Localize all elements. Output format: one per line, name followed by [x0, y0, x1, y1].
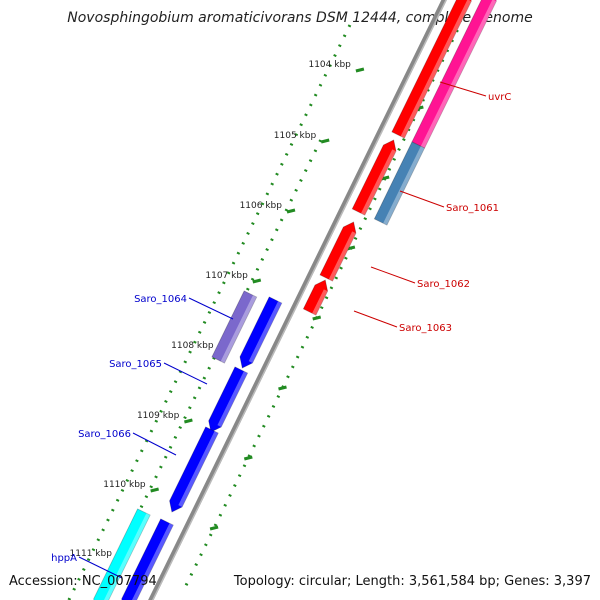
label-leader-line [439, 81, 487, 97]
scale-tick [312, 315, 322, 321]
dotted-guides [67, 24, 459, 600]
gene-saro-1064 [211, 290, 258, 364]
scale-tick [150, 487, 160, 493]
scale-tick-label: 1109 kbp [137, 411, 180, 421]
gene-labels: uvrC Saro_1061 Saro_1062 Saro_1063 Saro_1064… [51, 81, 511, 579]
scale-tick-label: 1107 kbp [205, 271, 248, 281]
scale-tick [320, 138, 330, 144]
scale-tick-label: 1108 kbp [171, 341, 214, 351]
gene-label: Saro_1065 [109, 359, 162, 370]
gene-label: Saro_1062 [417, 279, 470, 290]
map-title: Novosphingobium aromaticivorans DSM 1244… [67, 10, 533, 26]
cds-reverse-uvrC [391, 0, 472, 139]
scale-tick [286, 208, 296, 214]
scale-tick [243, 455, 253, 461]
gene-label: Saro_1061 [446, 203, 499, 214]
cds-forward-b [121, 518, 174, 600]
dotted-guide-line [67, 24, 352, 600]
cds-reverse-saro-1061 [351, 139, 397, 216]
label-leader-line [132, 432, 177, 456]
cds-forward-a [169, 426, 219, 513]
scale-tick [184, 418, 193, 424]
scale-tick-label: 1110 kbp [103, 480, 146, 490]
scale-tick [355, 67, 365, 73]
label-leader-line [353, 310, 398, 328]
scale-tick-label: 1106 kbp [240, 201, 283, 211]
gene-label: Saro_1064 [134, 294, 187, 305]
gene-label: Saro_1066 [78, 429, 131, 440]
scale-tick-label: 1105 kbp [274, 131, 317, 141]
backbone [148, 0, 447, 600]
gene-label: Saro_1063 [399, 323, 452, 334]
label-leader-line [370, 266, 416, 284]
label-leader-line [163, 362, 208, 385]
scale-tick-label: 1111 kbp [70, 549, 113, 559]
gene-label: uvrC [488, 92, 511, 103]
scale-tick [252, 278, 262, 284]
cds-forward-saro-1066 [208, 366, 249, 433]
gene-label: hppA [51, 553, 77, 564]
cds-reverse-saro-1063 [302, 279, 329, 316]
accession-text: Accession: NC_007794 [9, 574, 157, 589]
gene-features [93, 0, 497, 600]
cds-forward-saro-1065 [239, 296, 283, 369]
scale-tick [278, 385, 287, 391]
label-leader-line [188, 297, 234, 320]
topology-summary: Topology: circular; Length: 3,561,584 bp… [233, 574, 591, 589]
cds-reverse-saro-1062 [319, 221, 357, 282]
gene-saro-1061 [373, 141, 426, 226]
label-leader-line [399, 190, 445, 208]
gene-hppA [93, 508, 151, 600]
scale-tick [209, 525, 219, 531]
scale-tick-label: 1104 kbp [308, 60, 351, 70]
label-leader-line [78, 556, 123, 579]
